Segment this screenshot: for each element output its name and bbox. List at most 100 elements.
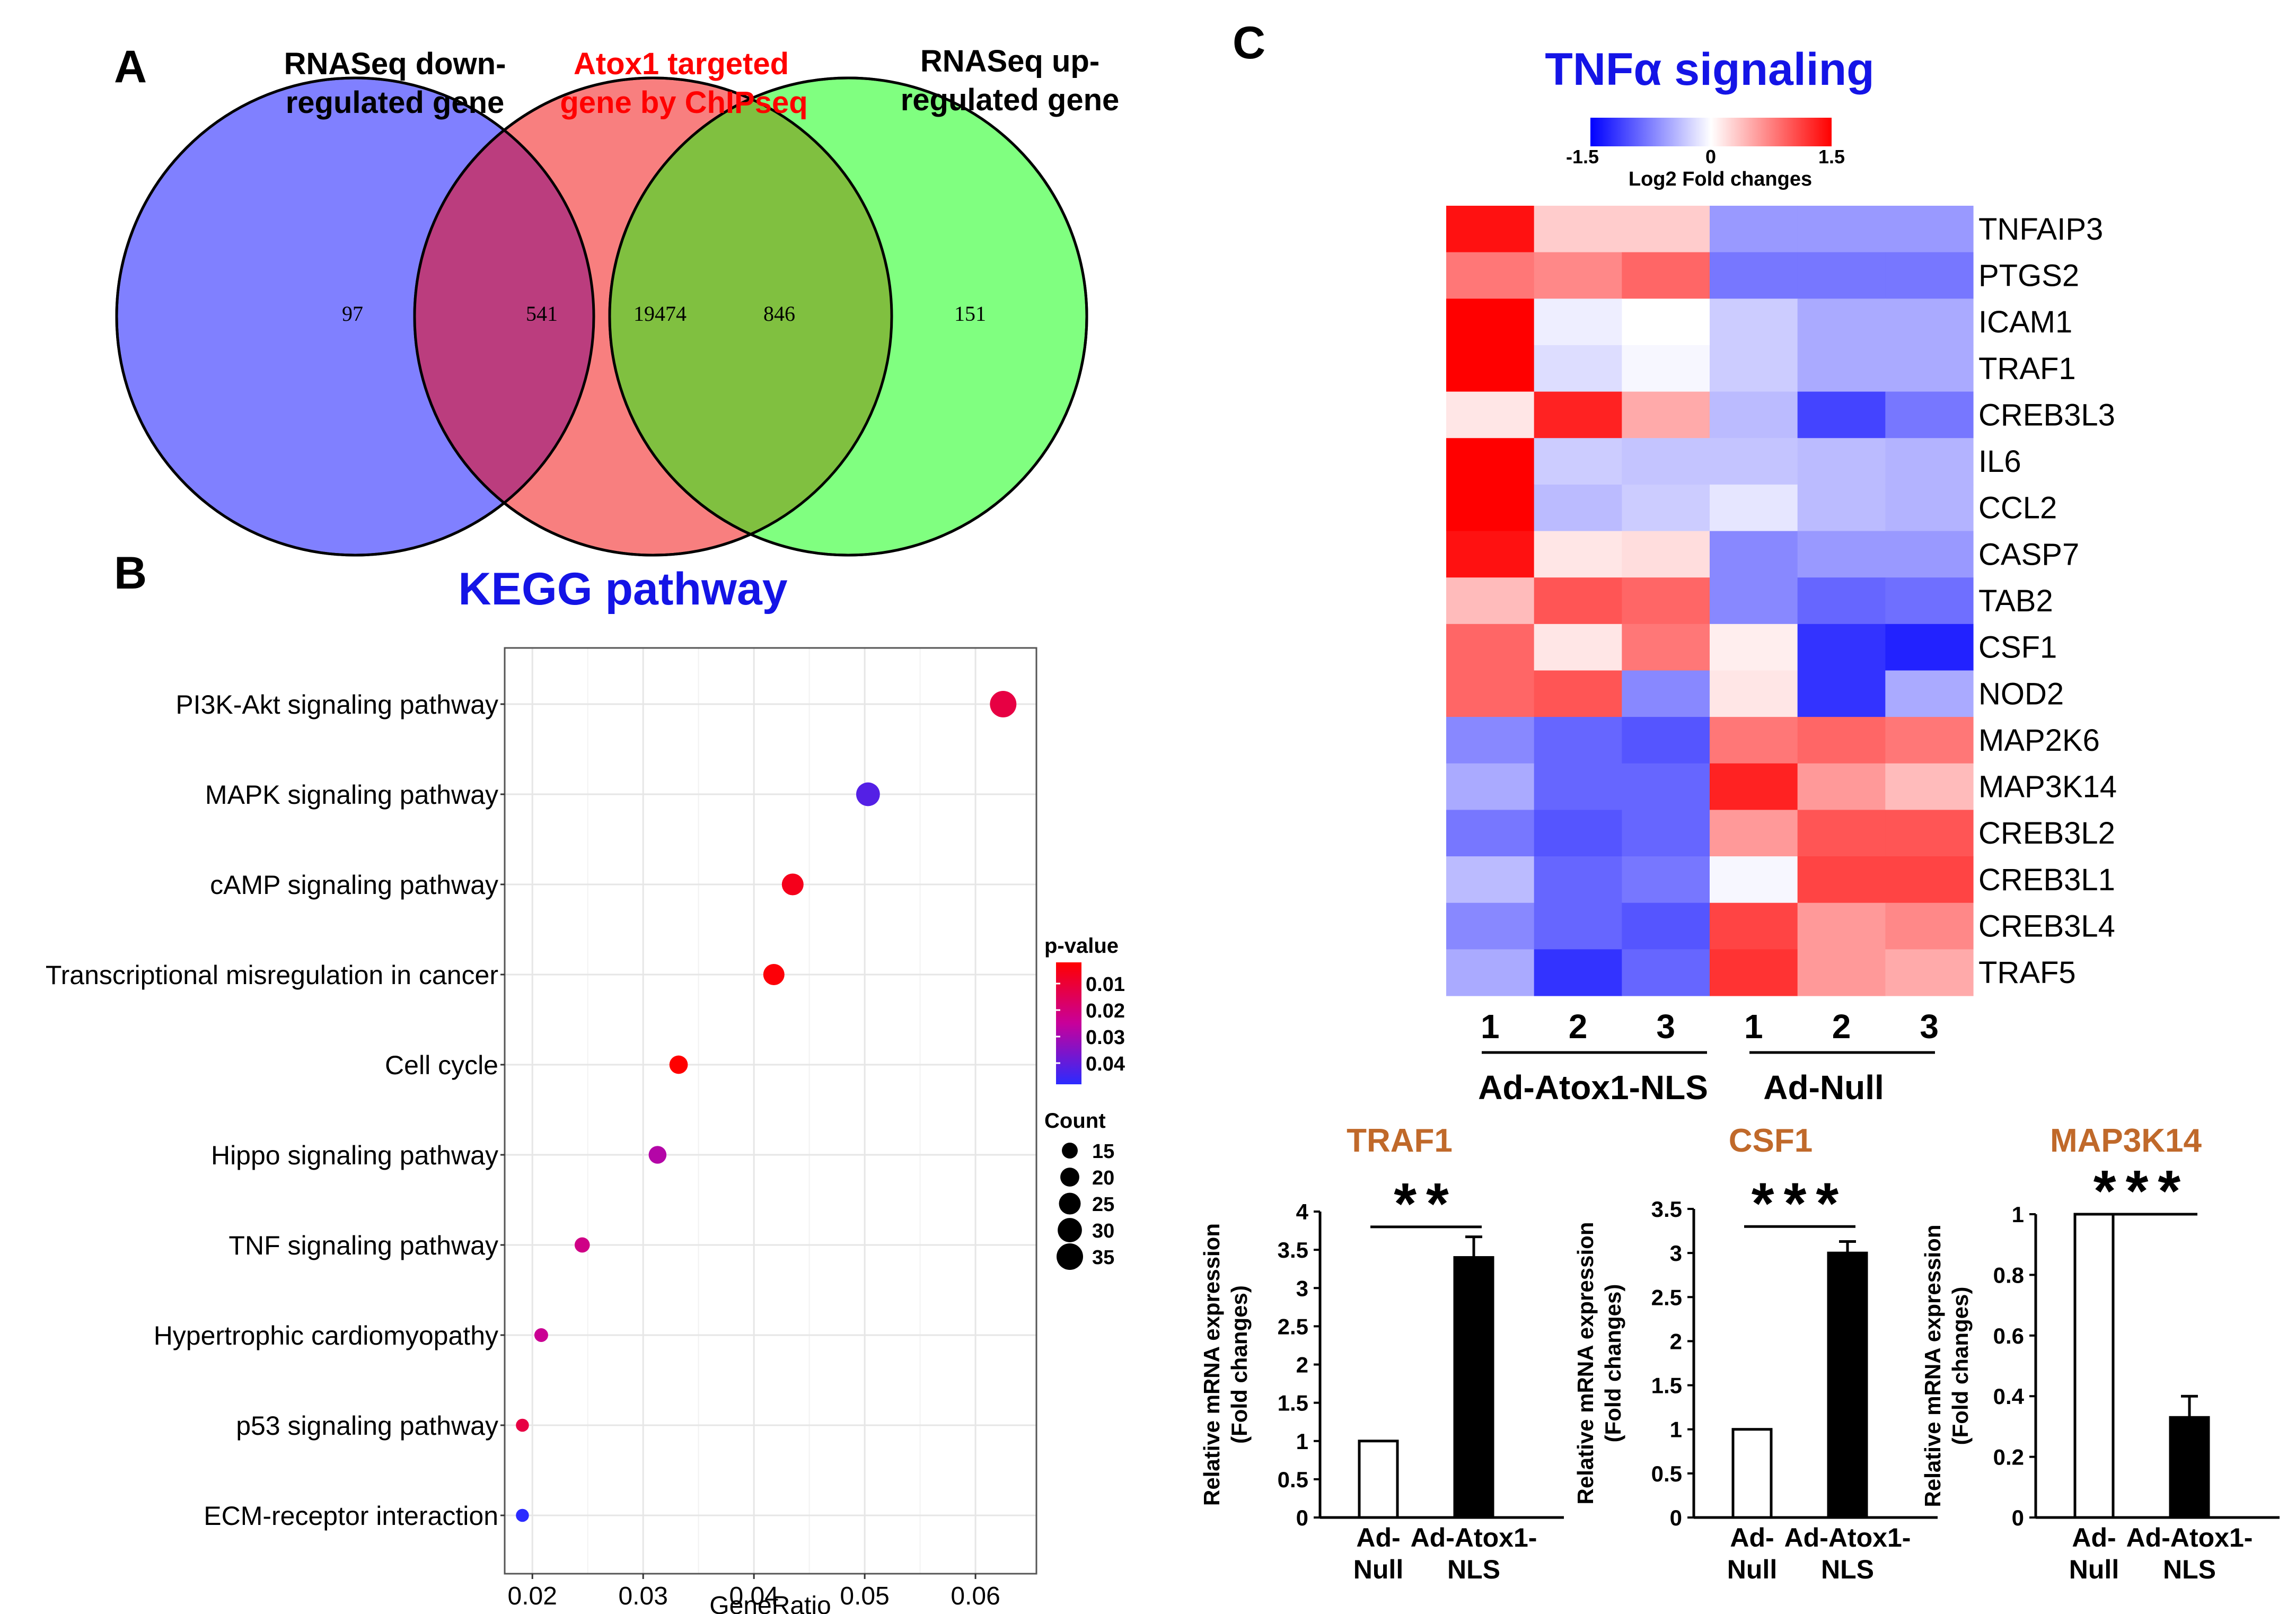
heatmap-cell xyxy=(1797,717,1886,764)
bar-ytick-label: 1.5 xyxy=(1278,1391,1308,1416)
bar-ytick-label: 3.5 xyxy=(1651,1197,1682,1222)
bar-ytick-label: 1 xyxy=(1296,1429,1308,1454)
bar-ytick-label: 3 xyxy=(1296,1276,1308,1301)
heatmap-row-label: NOD2 xyxy=(1978,677,2064,711)
bar-category-label-line2: Null xyxy=(1353,1555,1403,1584)
kegg-xtick-label: 0.03 xyxy=(618,1582,667,1610)
heatmap-cells xyxy=(1446,206,1974,996)
bar-ytick-label: 2.5 xyxy=(1651,1285,1682,1310)
heatmap-cell xyxy=(1622,670,1710,717)
kegg-plot-frame xyxy=(504,647,1037,1575)
heatmap-cell xyxy=(1446,206,1535,253)
pvalue-tick-label: 0.03 xyxy=(1086,1027,1125,1049)
bar-ytick-label: 0 xyxy=(1670,1505,1682,1530)
heatmap-cell xyxy=(1534,670,1622,717)
bar-category-label-line2: Null xyxy=(1727,1555,1777,1584)
heatmap-row-label: CREB3L1 xyxy=(1978,863,2115,897)
heatmap-cell xyxy=(1446,624,1535,671)
bar-ylabel-line1: Relative mRNA expression xyxy=(1199,1223,1224,1506)
bar xyxy=(1827,1251,1868,1519)
heatmap-cell xyxy=(1885,949,1974,996)
bar-ylabel-line1: Relative mRNA expression xyxy=(1573,1222,1598,1505)
heatmap-cell xyxy=(1797,577,1886,625)
pvalue-colorbar xyxy=(1056,962,1081,1084)
heatmap-cell xyxy=(1710,949,1798,996)
heatmap-cell xyxy=(1710,763,1798,811)
group-label-null: Ad-Null xyxy=(1763,1068,1884,1107)
venn-diagram: 97 541 19474 846 151 RNASeq down- regula… xyxy=(115,44,1119,557)
heatmap-cell xyxy=(1885,252,1974,299)
kegg-xlabel: GeneRatio xyxy=(709,1592,831,1614)
significance-stars: *** xyxy=(2093,1159,2190,1224)
heatmap-cell xyxy=(1710,717,1798,764)
bar-category-label-line1: Ad- xyxy=(2072,1523,2116,1552)
count-legend-dot xyxy=(1057,1243,1083,1270)
significance-stars: *** xyxy=(1752,1171,1848,1236)
venn-count-chip-only: 19474 xyxy=(634,302,687,326)
heatmap-cell xyxy=(1710,856,1798,904)
heatmap-cell xyxy=(1446,438,1535,485)
count-legend-label: 35 xyxy=(1092,1247,1114,1269)
bar-ylabel-line2: (Fold changes) xyxy=(1600,1284,1625,1443)
heatmap-cell xyxy=(1885,577,1974,625)
bar-category-label-line2: NLS xyxy=(1821,1555,1874,1584)
kegg-dot xyxy=(669,1055,688,1074)
heatmap-cell xyxy=(1446,949,1535,996)
bar-ytick-label: 2 xyxy=(1670,1329,1682,1354)
heatmap-cell xyxy=(1534,949,1622,996)
heatmap-cell xyxy=(1797,531,1886,578)
heatmap-cell xyxy=(1797,206,1886,253)
count-legend-title: Count xyxy=(1044,1109,1106,1133)
count-legend-label: 15 xyxy=(1092,1141,1114,1163)
heatmap-cell xyxy=(1885,763,1974,811)
bar-ylabel-line2: (Fold changes) xyxy=(1948,1287,1973,1445)
venn-count-down-chip: 541 xyxy=(526,302,558,326)
heatmap-cell xyxy=(1622,438,1710,485)
bar-category-label-line1: Ad- xyxy=(1730,1523,1774,1552)
bar-ytick-label: 0 xyxy=(2012,1505,2024,1530)
bar-ytick-label: 1 xyxy=(1670,1417,1682,1442)
heatmap-column-label: 3 xyxy=(1920,1007,1939,1046)
kegg-category-labels: PI3K-Akt signaling pathway MAPK signaling… xyxy=(46,690,505,1531)
heatmap-cell xyxy=(1797,810,1886,857)
heatmap-cell xyxy=(1446,531,1535,578)
kegg-dot xyxy=(781,873,804,896)
bar-ytick-label: 0.5 xyxy=(1278,1467,1308,1492)
heatmap-cell xyxy=(1622,252,1710,299)
heatmap-cell xyxy=(1534,252,1622,299)
kegg-dot xyxy=(534,1328,548,1342)
heatmap-cell xyxy=(1622,624,1710,671)
heatmap-cell xyxy=(1710,206,1798,253)
bar-ytick-label: 3.5 xyxy=(1278,1238,1308,1262)
heatmap-row-label: TAB2 xyxy=(1978,584,2053,618)
bar-ytick-label: 0.4 xyxy=(1993,1384,2025,1409)
heatmap-cell xyxy=(1710,252,1798,299)
colorbar-label: Log2 Fold changes xyxy=(1629,168,1812,190)
bar-category-label-line2: NLS xyxy=(1447,1555,1500,1584)
bar-chart-title: CSF1 xyxy=(1729,1122,1813,1159)
heatmap-row-label: IL6 xyxy=(1978,444,2021,479)
bar-category-label-line1: Ad-Atox1- xyxy=(2126,1523,2253,1552)
kegg-dot xyxy=(763,963,785,986)
heatmap-cell xyxy=(1622,763,1710,811)
bar-ylabel-line1: Relative mRNA expression xyxy=(1920,1225,1945,1507)
heatmap-cell xyxy=(1534,206,1622,253)
kegg-category-label: MAPK signaling pathway xyxy=(205,780,498,810)
heatmap-cell xyxy=(1797,252,1886,299)
heatmap-cell xyxy=(1710,438,1798,485)
heatmap-cell xyxy=(1797,902,1886,950)
panel-label-b: B xyxy=(114,548,147,599)
venn-overlap-down-chip xyxy=(415,78,594,555)
heatmap-cell xyxy=(1446,856,1535,904)
heatmap-cell xyxy=(1534,438,1622,485)
heatmap-cell xyxy=(1710,902,1798,950)
group-label-atox1: Ad-Atox1-NLS xyxy=(1478,1068,1708,1107)
bar-category-label-line2: Null xyxy=(2069,1555,2119,1584)
heatmap-cell xyxy=(1885,902,1974,950)
kegg-xtick-label: 0.06 xyxy=(951,1582,1000,1610)
heatmap-cell xyxy=(1885,856,1974,904)
heatmap-cell xyxy=(1622,856,1710,904)
heatmap-cell xyxy=(1797,949,1886,996)
heatmap-cell xyxy=(1622,299,1710,346)
heatmap-cell xyxy=(1885,206,1974,253)
